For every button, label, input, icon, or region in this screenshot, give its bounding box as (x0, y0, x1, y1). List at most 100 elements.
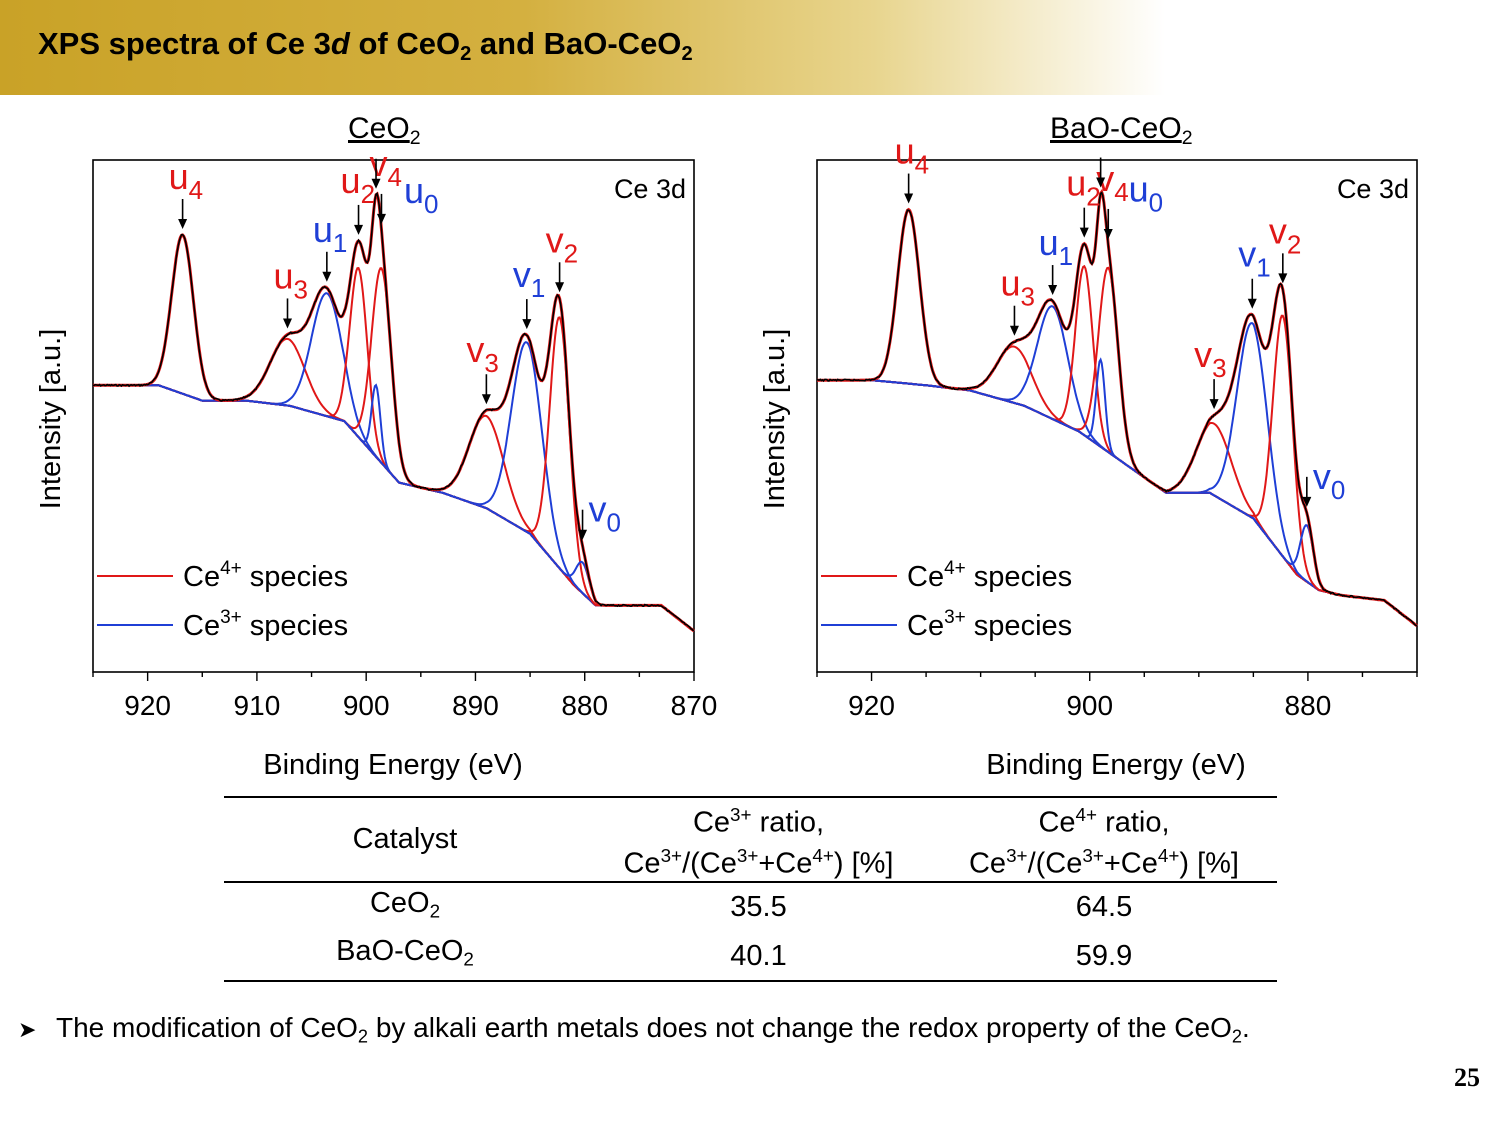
peak-label-letter: v (369, 143, 387, 184)
peak-label-letter: v (1238, 234, 1256, 275)
peak-label-subscript: 2 (1086, 182, 1100, 212)
row-catalyst: CeO2 (369, 886, 441, 922)
legend-entry: Ce4+ species (183, 558, 348, 593)
formula-part: /(Ce (682, 847, 737, 880)
raw-spectrum (816, 191, 1418, 627)
plot-frame (92, 159, 695, 673)
peak-label-u3: u3 (274, 255, 309, 304)
peak-arrowhead (1096, 177, 1106, 188)
formula-part: Ce (623, 847, 661, 880)
x-axis-label: Binding Energy (eV) (986, 749, 1246, 781)
formula-part: 3+ (660, 845, 683, 867)
peak-label-letter: v (513, 254, 531, 295)
core-level-annotation: Ce 3d (1337, 174, 1409, 204)
peak-label-subscript: 1 (531, 273, 545, 303)
peak-label-letter: u (313, 209, 333, 250)
table-row: BaO-CeO2 40.1 59.9 (224, 931, 1277, 981)
bullet-point: ➤ The modification of CeO2 by alkali eart… (18, 1012, 1250, 1047)
peak-arrowhead (376, 213, 386, 224)
peak-arrowhead (578, 529, 588, 540)
peak-label-letter: v (546, 219, 564, 260)
chart-panel-1: 920 910 900 890 880 870 Binding Energy (eV) Int… (35, 143, 717, 781)
legend-entry: Ce4+ species (907, 558, 1072, 593)
peak-label-u4: u4 (169, 156, 204, 205)
row-catalyst: BaO-CeO2 (336, 935, 474, 970)
peak-label-v1: v1 (513, 254, 545, 303)
x-tick-label: 890 (452, 690, 499, 721)
row-ce4-value: 59.9 (1075, 939, 1133, 972)
peak-label-u3: u3 (1000, 263, 1035, 312)
legend-entry-sup: 4+ (220, 558, 242, 579)
peak-arrowhead (1048, 285, 1058, 296)
peak-arrowhead (283, 318, 293, 329)
peak-label-v3: v3 (1194, 334, 1226, 383)
peak-label-v2: v2 (1269, 210, 1301, 259)
peak-label-subscript: 2 (361, 179, 375, 209)
peak-label-subscript: 1 (1059, 241, 1073, 271)
peak-label-letter: u (895, 131, 915, 172)
row-ce4-value: 64.5 (1075, 891, 1133, 924)
table-header-row: Catalyst Ce3+ ratio, Ce3+/(Ce3++Ce4+) [%… (224, 797, 1277, 882)
peak-label-subscript: 4 (387, 162, 401, 192)
peak-label-v4: v4 (1096, 158, 1128, 207)
title-banner (0, 0, 1165, 95)
peak-label-v3: v3 (466, 329, 498, 378)
chart-panel-2: 920 900 880 Binding Energy (eV) Intensity [a… (759, 131, 1418, 781)
peak-label-v2: v2 (546, 219, 578, 268)
x-axis-label: Binding Energy (eV) (263, 749, 523, 781)
row-ce3-value: 35.5 (730, 891, 787, 924)
page-number: 25 (1454, 1063, 1480, 1092)
table-row: CeO2 35.5 64.5 (224, 882, 1277, 932)
peak-label-u4: u4 (895, 131, 930, 180)
peak-arrowhead (904, 193, 914, 204)
legend-entry-sup: 3+ (220, 607, 242, 628)
peak-label-letter: u (1129, 169, 1149, 210)
x-tick-label: 910 (234, 690, 281, 721)
x-tick-label: 880 (561, 690, 608, 721)
peak-label-letter: u (274, 255, 294, 296)
slide-title: XPS spectra of Ce 3d of CeO2 and BaO-CeO… (38, 26, 693, 66)
x-tick-label: 880 (1285, 690, 1332, 721)
formula-part: +Ce (758, 847, 813, 880)
peak-label-v1: v1 (1238, 234, 1270, 283)
peak-label-v0: v0 (1313, 456, 1345, 505)
peak-label-subscript: 3 (484, 348, 498, 378)
x-tick-label: 920 (848, 690, 895, 721)
legend-entry-main: Ce (907, 610, 944, 642)
legend-entry-main: Ce (183, 610, 220, 642)
formula-part: 4+ (812, 845, 834, 867)
peak-label-subscript: 0 (424, 189, 438, 219)
peak-arrowhead (1302, 496, 1312, 507)
peak-label-subscript: 2 (1287, 229, 1301, 259)
header-ce4-ratio: Ce4+ ratio, Ce3+/(Ce3++Ce4+) [%] (931, 797, 1277, 882)
arrow-right-icon: ➤ (18, 1017, 37, 1042)
x-tick-label: 920 (124, 690, 171, 721)
peak-label-u1: u1 (313, 209, 348, 258)
peak-arrowhead (371, 178, 381, 189)
formula-part: ) [%] (833, 847, 894, 880)
header-catalyst: Catalyst (352, 823, 458, 856)
peak-arrowhead (1009, 325, 1019, 336)
formula-part: 3+ (1082, 845, 1104, 867)
peak-label-letter: u (404, 170, 424, 211)
peak-arrowhead (1209, 399, 1219, 410)
x-tick-label: 900 (343, 690, 390, 721)
peak-arrowhead (1079, 227, 1089, 238)
header-ce4-formula: Ce3+/(Ce3++Ce4+) [%] (931, 839, 1277, 880)
peak-label-subscript: 4 (915, 150, 929, 180)
peak-arrowhead (1247, 298, 1257, 309)
peak-label-subscript: 1 (1256, 253, 1270, 283)
formula-part: 3+ (1006, 845, 1028, 867)
peak-arrowhead (481, 394, 491, 405)
peak-label-u2: u2 (1066, 163, 1101, 212)
x-tick-label: 900 (1066, 690, 1113, 721)
peak-label-subscript: 0 (1331, 475, 1345, 505)
peak-label-v0: v0 (589, 489, 621, 538)
x-tick-label: 870 (671, 690, 718, 721)
xps-charts: 920 910 900 890 880 870 Binding Energy (eV) Int… (35, 131, 1418, 781)
peak-label-letter: v (589, 489, 607, 530)
peak-label-u1: u1 (1039, 222, 1074, 271)
core-level-annotation: Ce 3d (614, 174, 686, 204)
peak-label-subscript: 3 (1212, 353, 1226, 383)
panel-title-bao-ceo2: BaO-CeO2 (1050, 112, 1193, 149)
